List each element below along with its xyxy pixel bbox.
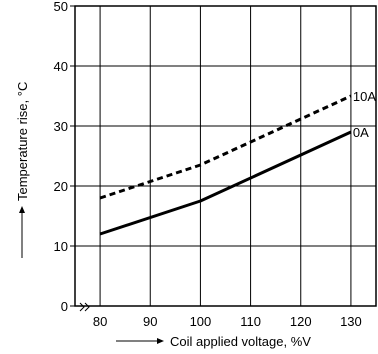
plot-frame — [70, 5, 377, 307]
x-tick-label-90: 90 — [143, 314, 157, 329]
y-tick-label-40: 40 — [54, 59, 68, 74]
y-axis-label: Temperature rise, °C — [15, 82, 30, 201]
y-tick-label-50: 50 — [54, 0, 68, 14]
series-line-0A — [99, 130, 352, 236]
series-line-10A — [99, 94, 352, 200]
y-axis-arrowhead-icon — [19, 206, 25, 213]
plot-border — [74, 5, 377, 307]
x-tick-label-110: 110 — [240, 314, 261, 329]
x-axis-break-icon — [79, 302, 90, 312]
y-tick-label-10: 10 — [54, 239, 68, 254]
series-label-10A: 10A — [353, 89, 376, 104]
x-tick-label-80: 80 — [93, 314, 107, 329]
series-labels: 10A 0A — [353, 89, 376, 140]
grid — [75, 6, 376, 306]
x-axis-title-group: Coil applied voltage, %V — [116, 334, 311, 349]
x-tick-label-130: 130 — [340, 314, 362, 329]
x-tick-label-120: 120 — [290, 314, 312, 329]
x-axis-label: Coil applied voltage, %V — [170, 334, 311, 349]
y-tick-label-30: 30 — [54, 119, 68, 134]
y-tick-label-20: 20 — [54, 179, 68, 194]
series-label-0A: 0A — [353, 125, 369, 140]
tick-labels: 80 90 100 110 120 130 0 10 20 30 40 50 — [54, 0, 362, 329]
y-tick-label-0: 0 — [61, 299, 68, 314]
series-lines — [99, 94, 352, 236]
y-axis-title-group: Temperature rise, °C — [15, 82, 30, 258]
x-tick-label-100: 100 — [190, 314, 212, 329]
x-axis-arrowhead-icon — [157, 338, 164, 344]
